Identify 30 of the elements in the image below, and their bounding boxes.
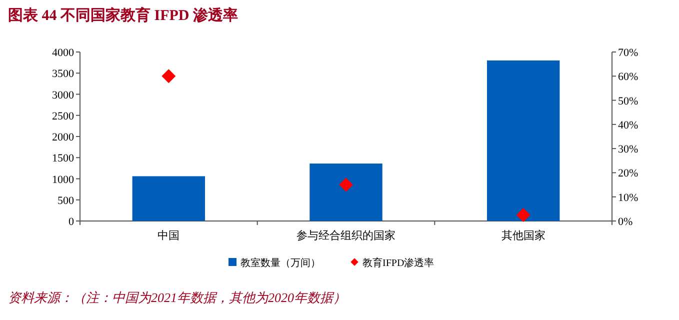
y2-tick-label: 40%: [618, 119, 638, 132]
point: [162, 69, 176, 84]
text: 资料来源：（注：中国为2021年数据，其他为2020年数据）: [8, 290, 346, 305]
bar: [310, 164, 382, 221]
y2-tick-label: 20%: [618, 168, 638, 180]
y-tick-label: 2500: [52, 110, 74, 122]
y-tick-label: 2000: [52, 132, 74, 144]
y-tick-label: 3500: [52, 68, 74, 80]
y2-tick-label: 70%: [618, 47, 638, 59]
y-tick-label: 1000: [52, 174, 74, 186]
x-tick-label: 其他国家: [501, 229, 546, 242]
chart-title: 图表 44 不同国家教育 IFPD 渗透率: [8, 6, 238, 24]
y2-tick-label: 10%: [618, 192, 638, 204]
bar: [486, 60, 560, 221]
point: [516, 208, 530, 222]
y-tick-label: 0: [68, 216, 74, 228]
y2-tick-label: 50%: [618, 95, 638, 108]
x-tick-label: 中国: [158, 229, 180, 242]
x-tick-label: 参与经合组织的国家: [296, 229, 396, 242]
y-tick-label: 3000: [52, 89, 74, 102]
legend-label: 教育IFPD渗透率: [362, 257, 434, 269]
y2-tick-label: 0%: [618, 216, 633, 228]
y-tick-label: 4000: [52, 47, 74, 59]
y-tick-label: 1500: [52, 152, 74, 165]
y2-tick-label: 30%: [618, 144, 638, 156]
bar: [132, 176, 206, 221]
y2-tick-label: 60%: [618, 71, 638, 84]
y-tick-label: 500: [58, 194, 74, 207]
legend-label: 教室数量（万间）: [240, 257, 320, 269]
point: [339, 178, 353, 192]
